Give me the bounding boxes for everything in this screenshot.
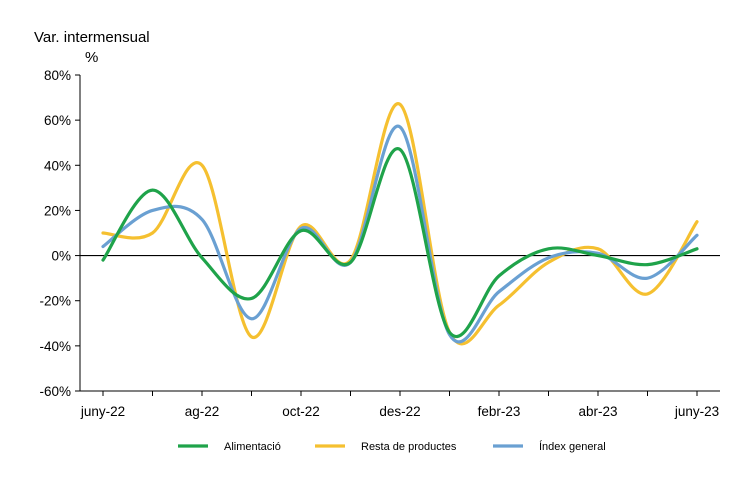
legend-label: Alimentació [224,441,281,453]
legend-label: Resta de productes [361,441,457,453]
legend: Alimentació Resta de productes Índex gener… [178,440,606,453]
y-axis-unit: % [85,49,98,66]
x-tick-label: des-22 [379,404,420,419]
x-tick-label: juny-23 [674,404,719,419]
y-tick-label: 60% [44,113,71,128]
y-tick-label: 40% [44,158,71,173]
x-tick-label: febr-23 [478,404,521,419]
y-axis: 80% 60% 40% 20% 0% -20% -40% -60% [39,68,81,399]
y-tick-label: -60% [39,384,71,399]
y-tick-label: 0% [51,249,71,264]
x-tick-label: oct-22 [282,404,320,419]
y-tick-label: 80% [44,68,71,83]
y-tick-label: -40% [39,339,71,354]
series-line-index-general [101,124,699,344]
y-tick-label: -20% [39,294,71,309]
series-layer [101,102,699,346]
y-axis-label: Var. intermensual [34,29,150,46]
series-line-resta-de-productes [101,102,699,346]
x-axis: juny-22 ag-22 oct-22 des-22 febr-23 abr-23 jun… [80,254,720,419]
x-tick-label: abr-23 [578,404,617,419]
x-tick-label: ag-22 [185,404,220,419]
x-tick-label: juny-22 [80,404,125,419]
series-line-alimentacio [101,147,699,338]
legend-label: Índex general [539,440,606,453]
y-axis-title: Var. intermensual % [34,29,150,66]
y-tick-label: 20% [44,203,71,218]
